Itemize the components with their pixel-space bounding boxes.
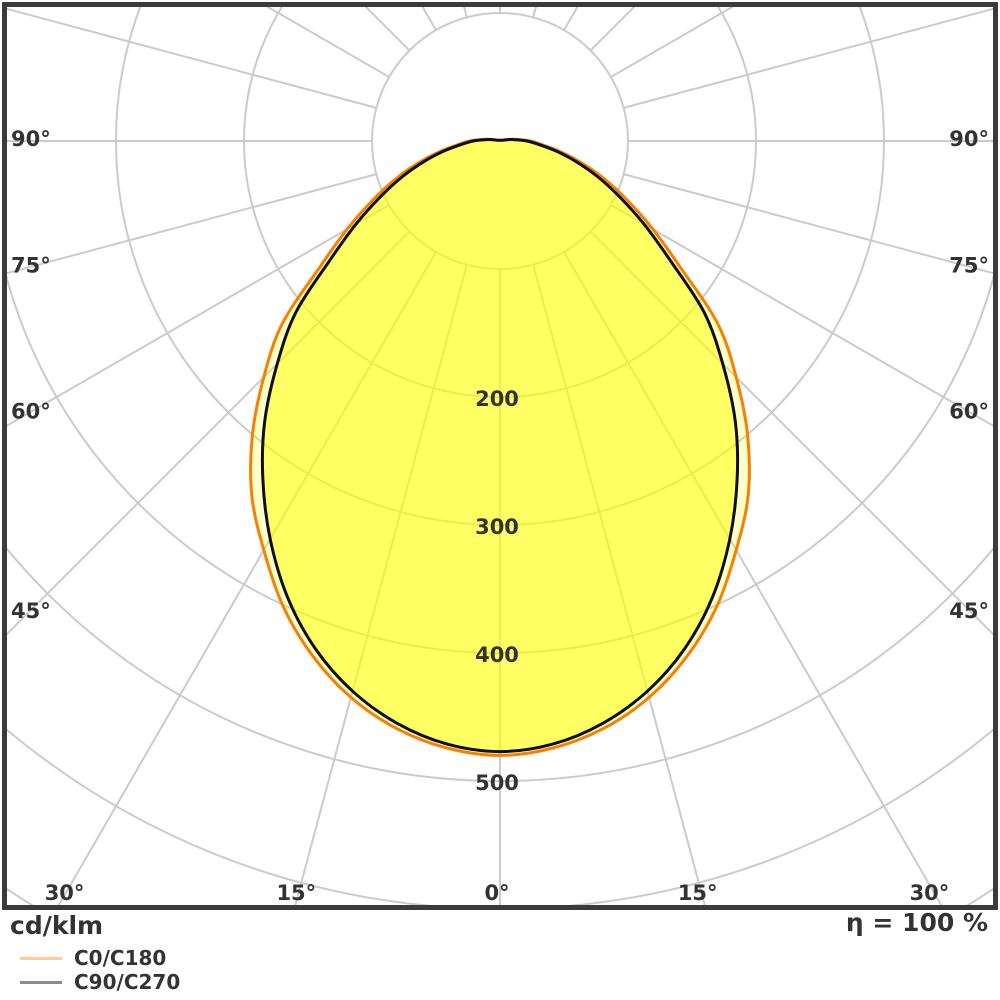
angle-label-left: 45° bbox=[11, 599, 51, 623]
grid-radial-line bbox=[589, 7, 636, 52]
grid-radial-line bbox=[7, 7, 377, 109]
legend-item-c90-c270: C90/C270 bbox=[20, 970, 180, 994]
plot-frame-border bbox=[2, 2, 998, 910]
ring-value-label: 500 bbox=[475, 771, 519, 795]
angle-label-bottom: 15° bbox=[678, 881, 718, 905]
intensity-curves bbox=[249, 137, 751, 757]
grid-radial-line bbox=[589, 230, 993, 636]
grid-radial-line bbox=[7, 204, 390, 427]
grid-radial-line bbox=[7, 230, 411, 636]
efficiency-label: η = 100 % bbox=[845, 908, 988, 937]
legend: C0/C180 C90/C270 bbox=[20, 946, 180, 994]
angle-label-right: 90° bbox=[949, 127, 989, 151]
ring-value-label: 300 bbox=[475, 515, 519, 539]
grid-radial-line bbox=[623, 7, 993, 109]
angle-label-bottom: 0° bbox=[484, 881, 509, 905]
grid-radial-line bbox=[610, 204, 993, 427]
angle-label-right: 60° bbox=[949, 400, 989, 424]
ring-value-label: 200 bbox=[475, 387, 519, 411]
unit-label: cd/klm bbox=[10, 911, 104, 940]
grid-radial-line bbox=[364, 7, 411, 52]
angle-label-bottom: 15° bbox=[276, 881, 316, 905]
ring-value-label: 400 bbox=[475, 643, 519, 667]
legend-line-swatch-c0 bbox=[20, 956, 62, 960]
legend-item-c0-c180: C0/C180 bbox=[20, 946, 180, 970]
curve-c90-c270 bbox=[260, 138, 740, 754]
angle-label-left: 90° bbox=[11, 127, 51, 151]
angle-label-right: 75° bbox=[949, 253, 989, 277]
grid-radial-line bbox=[623, 173, 993, 275]
legend-label-c0: C0/C180 bbox=[74, 946, 167, 970]
ring-value-labels: 200 300 400 500 bbox=[475, 387, 519, 795]
angle-label-bottom: 30° bbox=[910, 881, 950, 905]
legend-label-c90: C90/C270 bbox=[74, 970, 181, 994]
angle-label-right: 45° bbox=[949, 599, 989, 623]
grid-radial-line bbox=[265, 7, 390, 78]
angle-label-left: 60° bbox=[11, 400, 51, 424]
grid-radial-line bbox=[7, 173, 377, 275]
angle-label-bottom: 30° bbox=[45, 881, 85, 905]
angle-labels: 90° 90° 75° 75° 60° 60° 45° 45° 30° 15° 0° 15° 30° bbox=[11, 127, 989, 905]
angle-label-left: 75° bbox=[11, 253, 51, 277]
grid-radial-line bbox=[610, 7, 735, 78]
legend-line-swatch-c90 bbox=[20, 980, 62, 984]
